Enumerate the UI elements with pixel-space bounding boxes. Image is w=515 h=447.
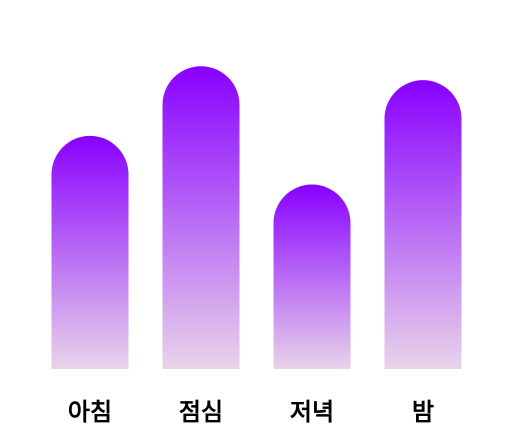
bar-4 xyxy=(384,80,462,369)
category-label-4: 밤 xyxy=(412,398,434,426)
category-labels: 아침 점심 저녁 밤 xyxy=(68,398,434,426)
category-label-2: 점심 xyxy=(179,398,223,426)
category-label-3: 저녁 xyxy=(290,398,334,426)
bar-2 xyxy=(162,66,240,369)
bars-layer xyxy=(51,66,462,369)
category-label-1: 아침 xyxy=(68,398,112,426)
bar-1 xyxy=(51,135,129,369)
bar-3 xyxy=(273,184,351,369)
